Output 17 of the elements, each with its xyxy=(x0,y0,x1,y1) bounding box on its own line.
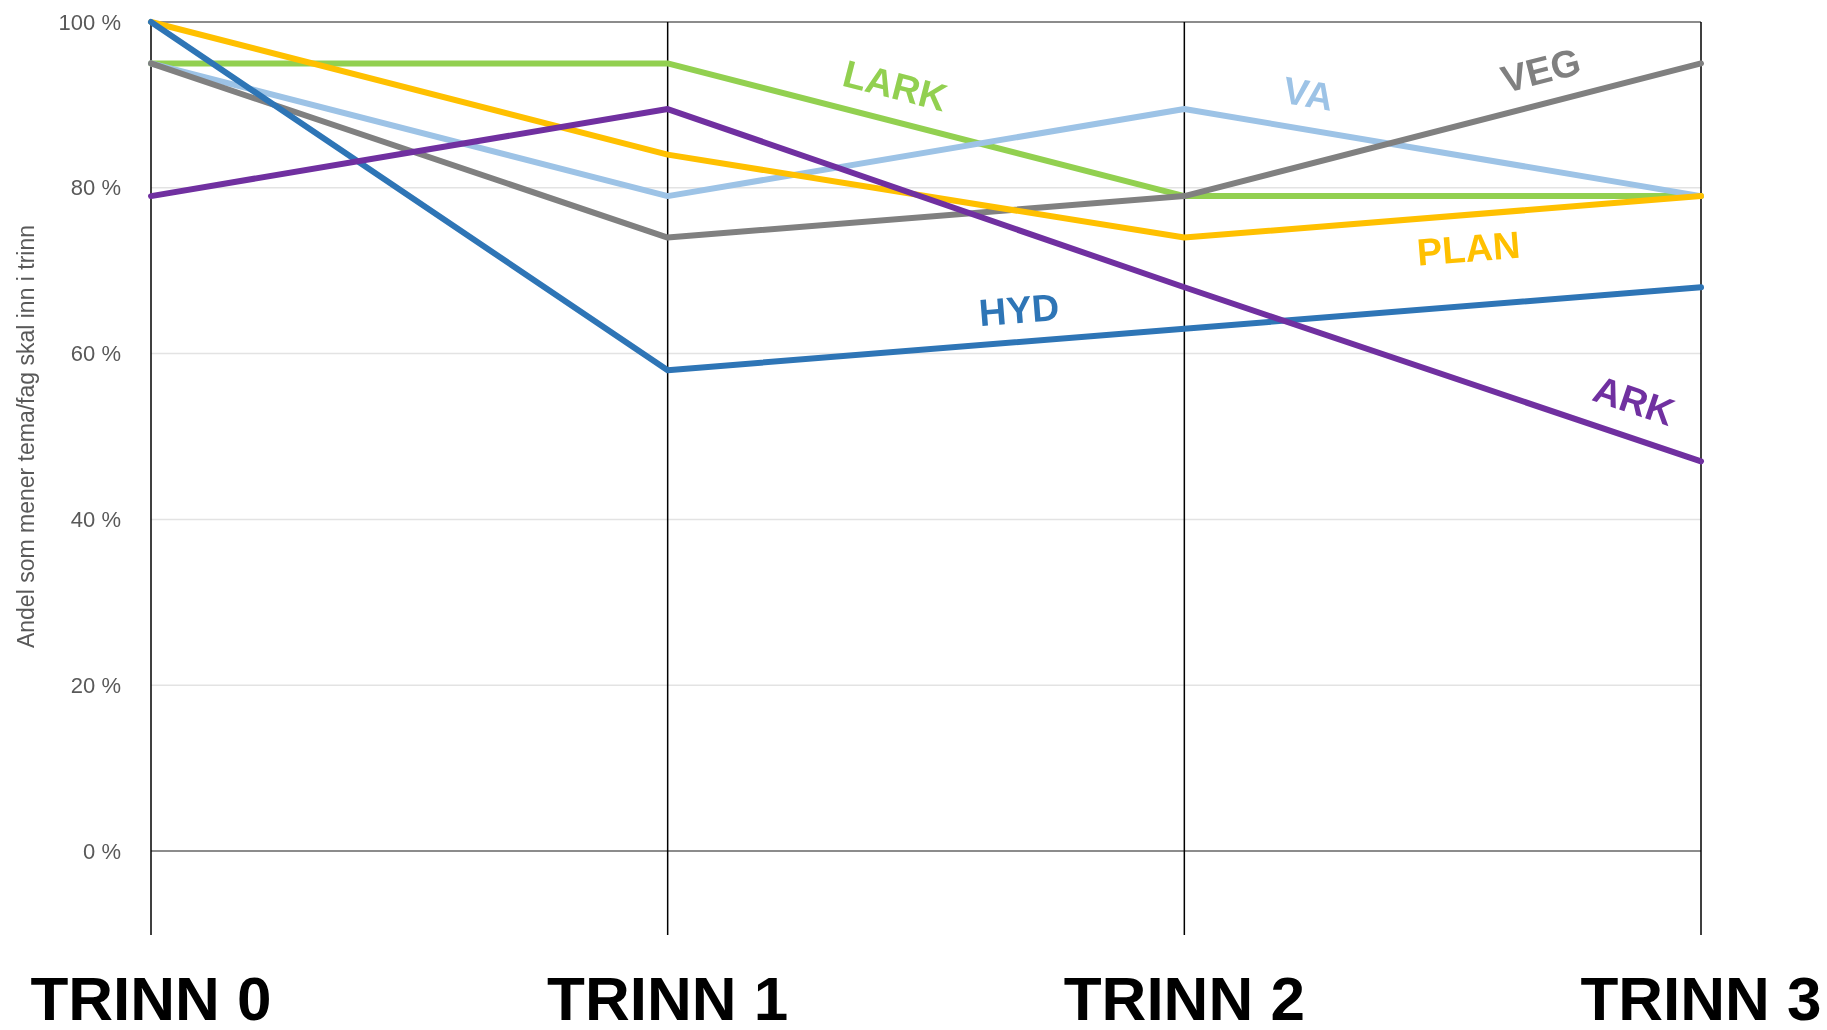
text: VEG xyxy=(1496,40,1585,101)
text: ARK xyxy=(1588,367,1681,434)
text: VA xyxy=(1280,69,1337,119)
y-tick-label: 0 % xyxy=(83,838,121,864)
y-tick-label: 60 % xyxy=(70,341,121,367)
series-label: PLAN xyxy=(1415,223,1522,274)
text: LARK xyxy=(838,52,952,120)
x-tick-label: TRINN 2 xyxy=(1063,964,1305,1030)
y-tick-label: 100 % xyxy=(58,9,121,35)
x-tick-label: TRINN 0 xyxy=(30,964,272,1030)
x-tick-label: TRINN 1 xyxy=(547,964,789,1030)
x-tick-label: TRINN 3 xyxy=(1580,964,1822,1030)
y-tick-label: 80 % xyxy=(70,175,121,201)
y-axis-title: Andel som mener tema/fag skal inn i trinn xyxy=(13,224,39,649)
series-label: HYD xyxy=(977,285,1061,335)
y-tick-label: 40 % xyxy=(70,506,121,532)
y-tick-label: 20 % xyxy=(70,672,121,698)
